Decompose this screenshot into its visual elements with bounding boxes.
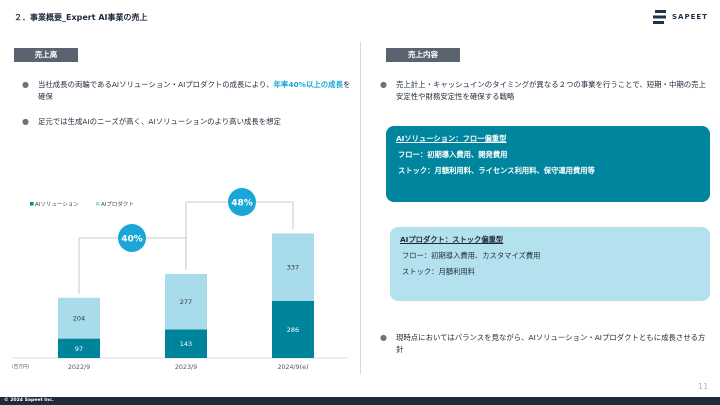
data-label-ai-solution: 286 [287,326,299,334]
legend-ai-solution: AIソリューション [35,202,79,208]
column-divider [360,42,361,374]
legend-ai-product: AIプロダクト [101,200,134,208]
sales-chart: 97 204 2022/9 143 277 2023/9 286 337 2024/9(e) (百… [12,188,348,371]
company-logo: SAPEET [651,8,715,28]
growth-highlight: 年率40%以上の成長 [273,80,343,89]
ai-product-box: AIプロダクト：ストック偏重型 フロー：初期導入費用、カスタマイズ費用 ストック… [390,227,710,301]
ai-solution-box: AIソリューション：フロー偏重型 フロー：初期導入費用、開発費用 ストック：月額… [386,126,710,202]
bullet-text: 足元では生成AIのニーズが高く、AIソリューションのより高い成長を想定 [38,117,281,126]
ai-product-title: AIプロダクト：ストック偏重型 [400,235,504,244]
legend-swatch-ai-product [96,202,100,206]
policy-bullet: ● 現時点においてはバランスを見ながら、AIソリューション・AIプロダクトともに… [380,332,708,356]
page-number: 11 [698,382,709,391]
ai-solution-title: AIソリューション：フロー偏重型 [396,134,507,143]
bullet-dot-icon: ● [380,333,387,342]
data-label-ai-product: 204 [73,315,85,323]
sales-section-label: 売上高 [14,48,78,62]
growth-bullet: ● 当社成長の両輪であるAIソリューション・AIプロダクトの成長により、年率40… [22,79,352,103]
bar-ai-product [58,297,100,339]
bullet-text: 現時点においてはバランスを見ながら、AIソリューション・AIプロダクトともに成長… [396,333,706,354]
bar-ai-product [165,274,207,330]
growth-badge [228,188,256,216]
unit-label: (百万円) [12,364,30,370]
bullet-dot-icon: ● [22,117,29,126]
data-label-ai-solution: 97 [75,345,83,353]
legend-swatch-ai-solution [30,202,34,206]
ai-product-stock: ストック：月額利用料 [402,267,475,276]
sapeet-logo-icon [653,10,666,24]
ai-solution-stock: ストック：月額利用料、ライセンス利用料、保守運用費用等 [398,166,595,175]
copyright-text: © 2024 Sapeet Inc. [4,398,54,403]
x-tick-label: 2023/9 [175,364,197,371]
bullet-dot-icon: ● [22,80,29,89]
bar-ai-solution [58,338,100,358]
bar-ai-product [272,233,314,301]
slide-title: ２．事業概要_Expert AI事業の売上 [14,13,148,22]
x-tick-label: 2022/9 [68,364,90,371]
genai-bullet: ● 足元では生成AIのニーズが高く、AIソリューションのより高い成長を想定 [22,116,352,128]
growth-label: 48% [231,199,253,209]
logo-text: SAPEET [672,13,708,21]
x-tick-label: 2024/9(e) [278,364,309,371]
growth-label: 40% [121,235,143,245]
bullet-text: 売上計上・キャッシュインのタイミングが異なる２つの事業を行うことで、短期・中期の… [396,80,706,101]
strategy-bullet: ● 売上計上・キャッシュインのタイミングが異なる２つの事業を行うことで、短期・中… [380,79,708,103]
bullet-text-suffix: を確保 [38,80,351,101]
bullet-dot-icon: ● [380,80,387,89]
footer-bar: © 2024 Sapeet Inc. [0,397,720,405]
bar-ai-solution [272,300,314,358]
bar-ai-solution [165,329,207,358]
growth-badge [118,224,146,252]
ai-solution-flow: フロー：初期導入費用、開発費用 [398,150,508,159]
ai-product-flow: フロー：初期導入費用、カスタマイズ費用 [402,251,541,260]
data-label-ai-product: 277 [180,298,192,306]
bullet-text: 当社成長の両輪であるAIソリューション・AIプロダクトの成長により、 [38,80,274,89]
data-label-ai-product: 337 [287,264,299,272]
data-label-ai-solution: 143 [180,340,192,348]
sales-content-section-label: 売上内容 [386,48,460,62]
